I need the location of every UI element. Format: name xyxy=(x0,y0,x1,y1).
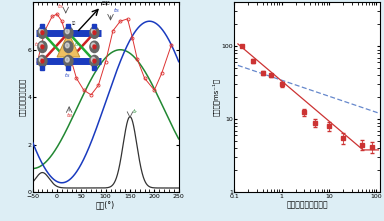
Text: $t_S$: $t_S$ xyxy=(57,2,64,11)
Y-axis label: 緩和率（ms⁻¹）: 緩和率（ms⁻¹） xyxy=(212,78,220,116)
Y-axis label: 線幅（ミリテスラ）: 線幅（ミリテスラ） xyxy=(19,78,26,116)
X-axis label: 磁場（ミリテスラ）: 磁場（ミリテスラ） xyxy=(286,200,328,209)
Text: $t_S$: $t_S$ xyxy=(113,6,120,15)
Text: $t_r$: $t_r$ xyxy=(132,107,139,116)
X-axis label: 角度(°): 角度(°) xyxy=(96,200,115,209)
Text: $t_B$: $t_B$ xyxy=(66,111,73,120)
